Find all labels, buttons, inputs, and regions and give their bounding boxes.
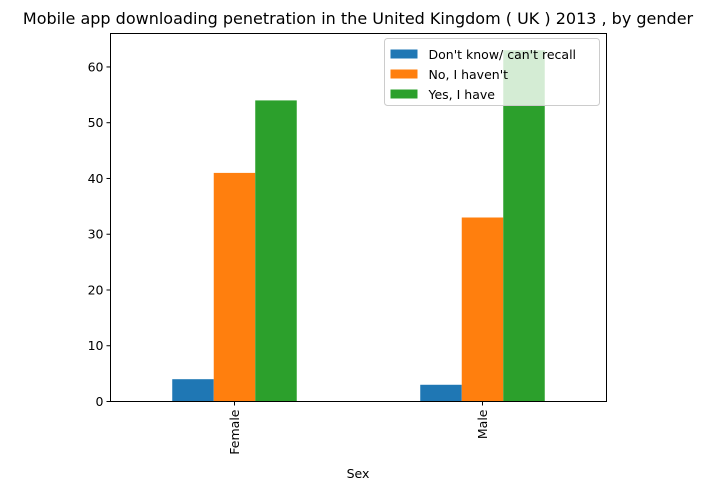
chart-title: Mobile app downloading penetration in th…: [23, 9, 694, 28]
legend-box: [384, 38, 600, 106]
x-axis: Female Male: [227, 401, 490, 455]
bar-male-series-0: [420, 384, 462, 402]
y-tick-label: 50: [88, 115, 104, 130]
bar-female-series-2: [255, 100, 297, 402]
bar-female-series-1: [213, 172, 256, 402]
y-tick-label: 30: [88, 227, 104, 242]
y-tick-label: 60: [88, 59, 104, 74]
legend: Don't know/ can't recall No, I haven't Yes…: [384, 38, 600, 106]
legend-label: No, I haven't: [429, 67, 509, 82]
y-tick-label: 0: [96, 394, 104, 409]
bar-male-series-2: [503, 50, 545, 402]
x-tick-label: Male: [475, 409, 490, 439]
x-tick-label: Female: [227, 409, 242, 455]
bar-male-series-1: [461, 217, 504, 402]
legend-label: Don't know/ can't recall: [429, 47, 577, 62]
y-tick-label: 40: [88, 171, 104, 186]
plot-frame: [110, 33, 607, 402]
legend-swatch: [390, 69, 418, 79]
legend-swatch: [390, 89, 418, 99]
bar-female-series-0: [172, 379, 214, 402]
y-tick-label: 20: [88, 282, 104, 297]
bars-group: [172, 50, 545, 402]
x-axis-label: Sex: [347, 466, 370, 481]
legend-label: Yes, I have: [428, 87, 496, 102]
y-axis: 0 10 20 30 40 50 60: [88, 59, 111, 409]
legend-swatch: [390, 49, 418, 59]
y-tick-label: 10: [88, 338, 104, 353]
